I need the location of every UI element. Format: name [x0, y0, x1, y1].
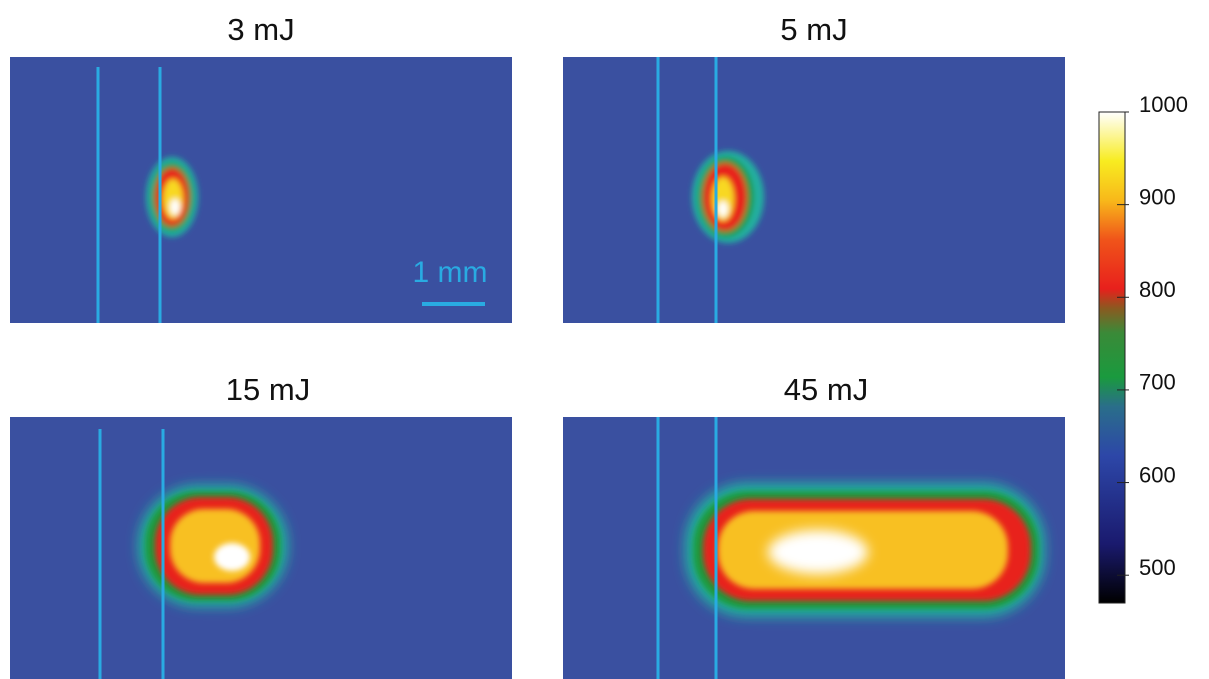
colorbar	[1098, 111, 1126, 604]
panel-title: 45 mJ	[784, 372, 868, 407]
panel-title: 15 mJ	[226, 372, 310, 407]
panel-title: 3 mJ	[227, 12, 294, 47]
panel	[10, 417, 512, 679]
plume	[692, 151, 764, 243]
panel-bg	[563, 57, 1065, 323]
panel	[563, 417, 1065, 679]
panel: 1 mm	[10, 57, 512, 323]
plume	[685, 483, 1045, 617]
colorbar-ticks: 500 600 700 800 900 1000	[1117, 92, 1188, 580]
colorbar-tick-label: 700	[1139, 370, 1176, 395]
panel-bg	[10, 57, 512, 323]
scale-bar-label: 1 mm	[413, 256, 488, 289]
colorbar-tick-label: 1000	[1139, 92, 1188, 117]
plume	[146, 157, 198, 237]
colorbar-tick-label: 600	[1139, 462, 1176, 487]
colorbar-tick-label: 500	[1139, 555, 1176, 580]
colorbar-tick-label: 800	[1139, 277, 1176, 302]
colorbar-tick-label: 900	[1139, 184, 1176, 209]
panel	[563, 57, 1065, 323]
panel-title: 5 mJ	[780, 12, 847, 47]
plume	[138, 485, 288, 607]
